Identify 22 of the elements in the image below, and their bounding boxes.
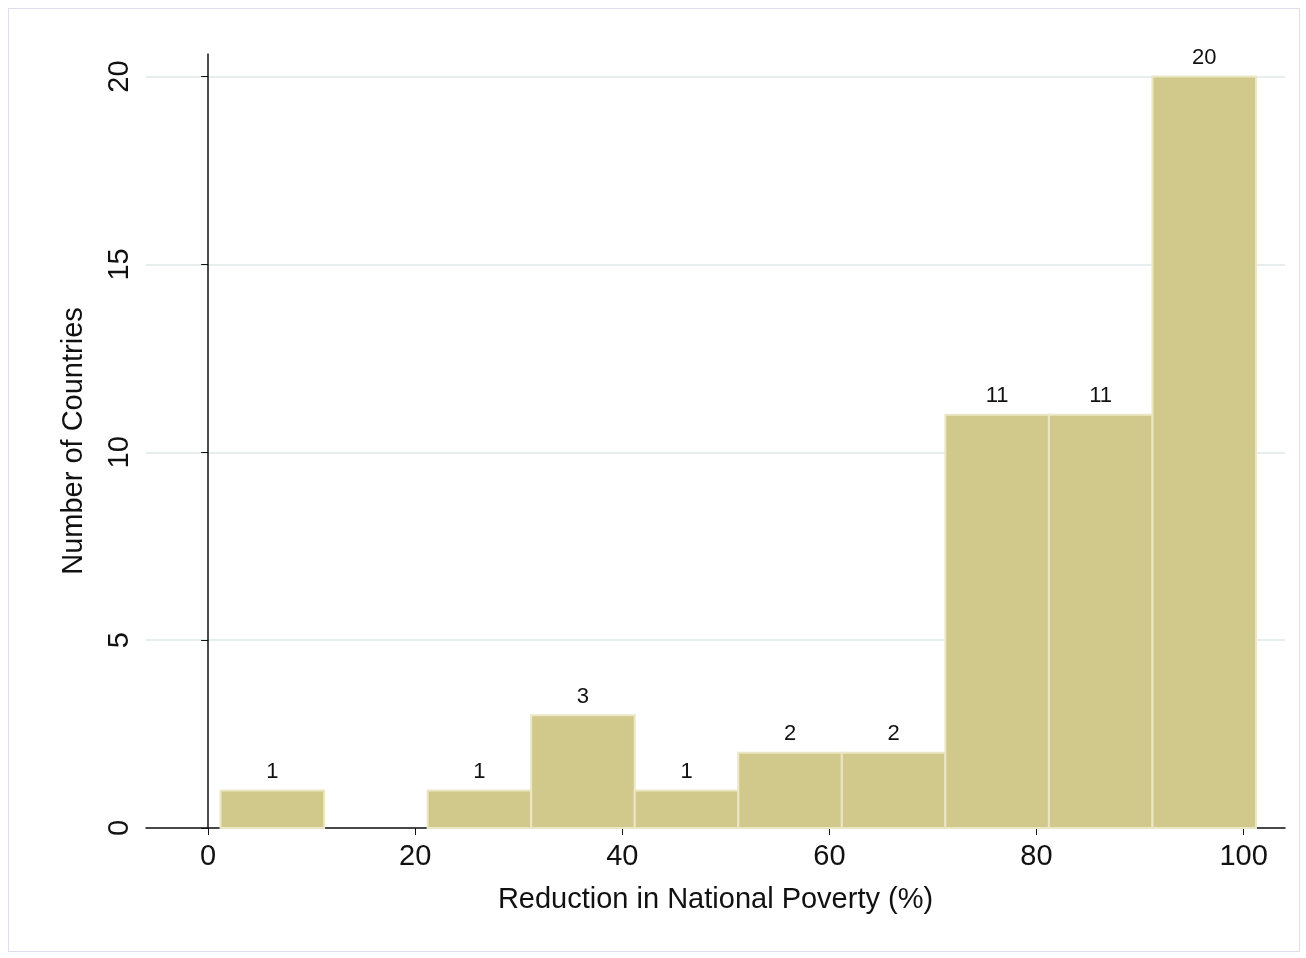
data-label: 1 xyxy=(680,757,693,783)
x-tick-label: 40 xyxy=(606,838,639,871)
data-label: 3 xyxy=(576,682,590,708)
x-tick-label: 20 xyxy=(399,838,432,871)
data-label: 2 xyxy=(783,720,797,746)
x-tick-label: 0 xyxy=(200,838,217,871)
y-tick-label: 15 xyxy=(101,248,134,281)
data-label: 1 xyxy=(266,757,279,783)
data-label: 1 xyxy=(473,757,486,783)
y-axis-title: Number of Countries xyxy=(55,307,88,575)
data-label: 20 xyxy=(1191,44,1217,70)
data-label: 11 xyxy=(1089,382,1113,408)
y-tick-label: 5 xyxy=(101,632,134,649)
x-axis-title: Reduction in National Poverty (%) xyxy=(497,881,934,914)
data-label: 2 xyxy=(887,720,900,746)
y-tick-label: 0 xyxy=(101,819,134,837)
x-tick-label: 80 xyxy=(1020,838,1053,871)
data-label: 11 xyxy=(985,382,1009,408)
y-tick-label: 20 xyxy=(101,60,134,93)
y-tick-label: 10 xyxy=(101,436,134,469)
x-tick-label: 100 xyxy=(1219,838,1268,871)
x-tick-label: 60 xyxy=(813,838,846,871)
